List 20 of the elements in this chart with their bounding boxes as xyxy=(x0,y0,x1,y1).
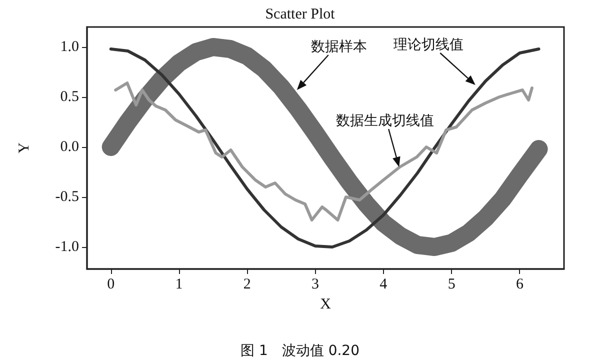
x-axis-title: X xyxy=(320,296,332,312)
x-tick-label: 0 xyxy=(107,276,115,292)
x-tick-label: 2 xyxy=(243,276,251,292)
y-tick-label: 0.5 xyxy=(60,89,79,105)
x-tick-label: 1 xyxy=(175,276,183,292)
y-tick-label: -1.0 xyxy=(55,239,79,255)
annotation: 数据生成切线值 xyxy=(336,113,434,129)
y-tick-label: 0.0 xyxy=(60,139,79,155)
x-tick-label: 4 xyxy=(380,276,388,292)
x-tick-label: 5 xyxy=(448,276,456,292)
y-axis-title: Y xyxy=(16,142,32,154)
caption: 图 1 波动值 0.20 xyxy=(240,343,360,359)
y-tick-label: 1.0 xyxy=(60,39,79,55)
annotation: 理论切线值 xyxy=(393,37,464,53)
line-series xyxy=(114,82,534,222)
y-tick-label: -0.5 xyxy=(55,189,79,205)
chart-title: Scatter Plot xyxy=(265,6,336,22)
x-tick-label: 3 xyxy=(312,276,320,292)
annotation: 数据样本 xyxy=(310,39,367,55)
x-tick-label: 6 xyxy=(516,276,524,292)
